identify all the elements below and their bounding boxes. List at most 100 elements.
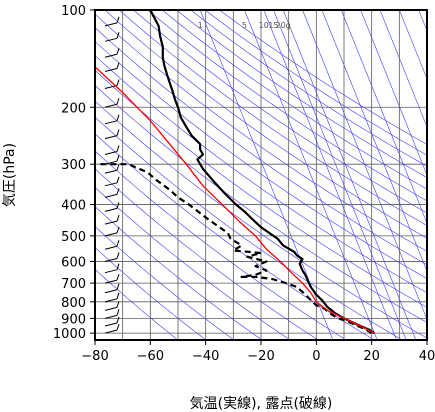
mixing-ratio-label: 10: [259, 21, 269, 30]
y-tick-label: 1000: [53, 327, 86, 342]
dry-adiabat: [204, 10, 427, 156]
wind-barb-flag: [116, 79, 120, 86]
y-tick-label: 300: [61, 158, 86, 173]
wind-barb: [104, 245, 118, 250]
wind-barb: [104, 151, 118, 155]
wind-barb-flag: [116, 48, 120, 55]
wind-barb: [104, 322, 118, 327]
wind-barb: [104, 269, 118, 274]
dry-adiabat: [95, 13, 427, 252]
dry-adiabat: [104, 10, 427, 239]
wind-barb: [104, 257, 118, 262]
x-tick-label: 40: [419, 349, 435, 364]
wind-barb: [104, 314, 118, 319]
dry-adiabat: [147, 10, 427, 202]
x-axis-title: 気温(実線), 露点(破線): [190, 396, 333, 412]
mixing-ratio-line: [360, 10, 427, 176]
wind-barb: [104, 232, 118, 237]
x-tick-label: −40: [192, 349, 219, 364]
wind-barb-flag: [116, 252, 120, 259]
wind-barbs: [104, 1, 120, 334]
y-tick-label: 800: [61, 296, 86, 311]
wind-barb: [104, 169, 118, 174]
wind-barb-flag: [116, 32, 120, 39]
y-axis-title: 気圧(hPa): [2, 143, 18, 207]
wind-barb: [104, 220, 118, 225]
wind-barb: [104, 68, 118, 72]
wind-barb-flag: [116, 155, 120, 162]
mixing-ratio-label: 5: [242, 21, 247, 30]
dry-adiabat: [161, 10, 427, 190]
mixing-ratio-line: [379, 10, 427, 128]
wind-barb: [104, 53, 118, 58]
dry-adiabat: [118, 10, 427, 226]
wind-barb-flag: [116, 283, 120, 290]
dry-adiabat: [133, 10, 427, 214]
mixing-ratio-line: [263, 10, 397, 340]
mixing-ratio-line: [273, 10, 407, 340]
x-tick-label: −60: [137, 349, 164, 364]
wind-barb-flag: [116, 164, 120, 171]
parcel-line: [95, 66, 375, 334]
dry-adiabat: [95, 40, 427, 279]
wind-barb: [104, 329, 118, 334]
wind-barb: [104, 279, 118, 284]
wind-barb-flag: [116, 98, 120, 105]
dry-adiabat: [95, 69, 427, 308]
dry-adiabat: [95, 226, 235, 340]
mixing-ratio-line: [321, 10, 427, 273]
wind-barb: [104, 103, 118, 108]
mixing-ratio-line: [340, 10, 427, 224]
dry-adiabat: [95, 247, 207, 340]
dry-adiabat: [95, 186, 291, 340]
dry-adiabat: [95, 27, 427, 266]
wind-barb-flag: [116, 145, 120, 152]
dry-adiabat: [95, 268, 178, 340]
wind-barb: [104, 182, 118, 187]
temperature-line: [149, 10, 376, 335]
wind-barb-flag: [116, 188, 120, 195]
wind-barb-flag: [116, 176, 120, 183]
sounding-series: [95, 10, 376, 335]
wind-barb: [104, 207, 118, 212]
temperature-gridlines: [122, 10, 400, 340]
wind-barb-flag: [116, 273, 120, 281]
wind-barb-flag: [116, 292, 120, 299]
mixing-ratio-line: [302, 10, 427, 321]
mixing-ratio-line: [282, 10, 417, 340]
wind-barb-flag: [116, 215, 120, 222]
y-tick-label: 400: [61, 199, 86, 214]
y-tick-label: 200: [61, 101, 86, 116]
wind-barb-flag: [116, 202, 120, 209]
wind-barb-flag: [116, 62, 120, 69]
wind-barb-flag: [116, 309, 120, 316]
wind-barb: [104, 22, 118, 27]
y-tick-label: 600: [61, 255, 86, 270]
mixing-ratio-label: 15: [268, 21, 278, 30]
y-tick-label: 700: [61, 277, 86, 292]
dry-adiabat: [95, 168, 319, 340]
wind-barb-flag: [116, 323, 120, 331]
mixing-ratio-label: 20g: [276, 21, 291, 30]
wind-barb-flag: [116, 301, 120, 308]
wind-barb-flag: [116, 16, 120, 24]
x-tick-label: 20: [363, 349, 380, 364]
y-tick-label: 100: [61, 4, 86, 19]
y-tick-label: 500: [61, 230, 86, 245]
wind-barb-flag: [117, 1, 119, 7]
x-tick-label: −80: [81, 349, 108, 364]
wind-barb: [104, 160, 118, 165]
mixing-ratio-line: [399, 10, 427, 80]
wind-barb: [104, 298, 118, 303]
wind-barb: [104, 289, 118, 294]
wind-barb: [104, 120, 118, 125]
mixing-ratio-line: [244, 10, 378, 340]
wind-barb-flag: [116, 129, 120, 136]
dry-adiabat: [95, 116, 403, 340]
wind-barb: [104, 37, 118, 42]
x-tick-label: −20: [247, 349, 274, 364]
dry-adiabat: [95, 133, 375, 340]
